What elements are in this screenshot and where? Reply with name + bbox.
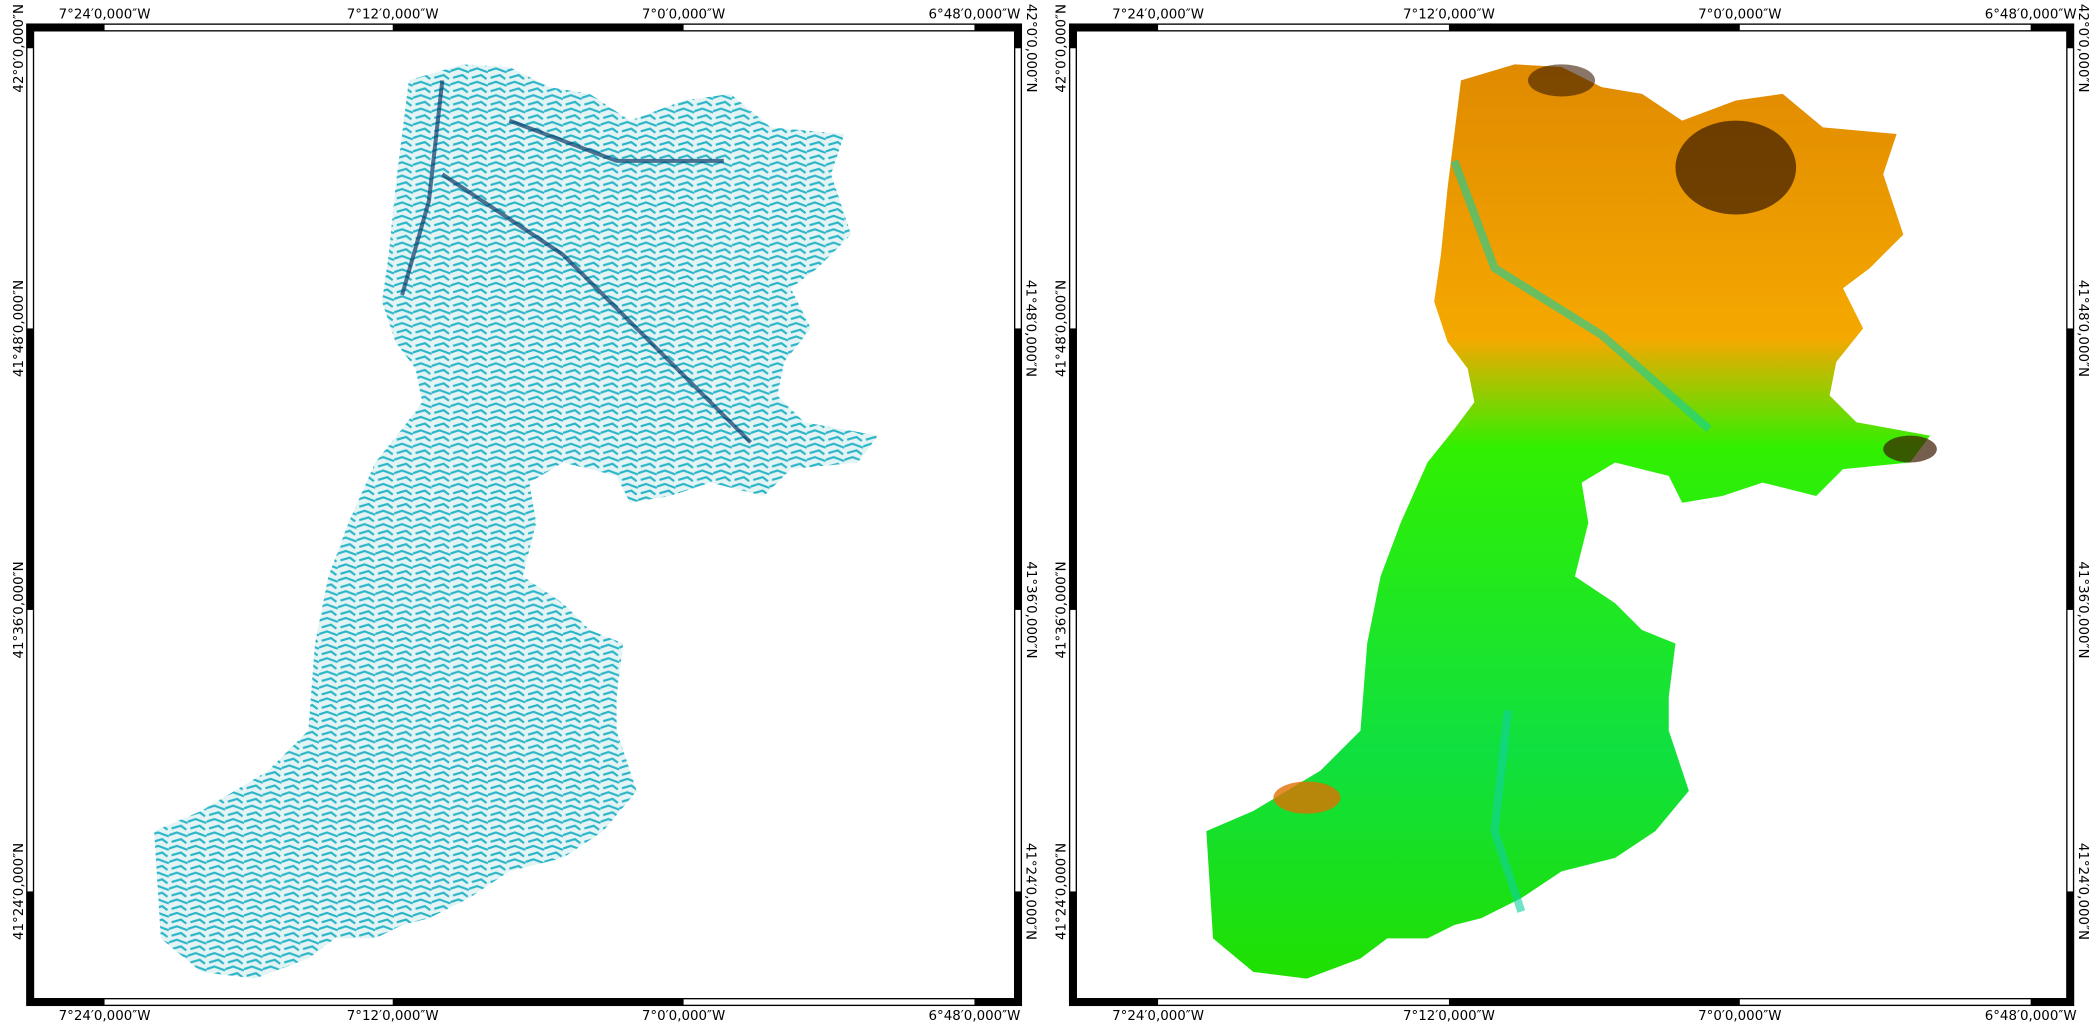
page: 7°24′0,000″W 7°24′0,000″W 7°12′0,000″W 7°12…	[0, 0, 2095, 1022]
border-segment	[27, 999, 105, 1006]
latitude-label: 41°48′0,000″N	[2075, 280, 2090, 377]
longitude-label: 7°12′0,000″W	[347, 1009, 439, 1022]
border-segment	[1449, 999, 1740, 1006]
border-segment	[1070, 891, 1077, 1005]
peak	[1675, 121, 1796, 215]
border-segment	[1070, 24, 1077, 48]
latitude-label: 41°48′0,000″N	[1055, 280, 1070, 377]
latitude-label: 42°0′0,000″N	[1023, 4, 1038, 93]
border-segment	[27, 24, 105, 31]
border-segment	[1070, 328, 1077, 610]
longitude-label: 7°12′0,000″W	[1403, 1009, 1495, 1022]
peak	[1883, 436, 1937, 463]
high-ground	[1273, 782, 1340, 814]
elevation-raster	[1206, 64, 1930, 978]
border-segment	[1015, 24, 1022, 48]
border-segment	[974, 999, 1021, 1006]
longitude-label: 7°0′0,000″W	[642, 1009, 725, 1022]
longitude-label: 7°24′0,000″W	[59, 8, 151, 23]
border-segment	[1015, 891, 1022, 1005]
border-segment	[2067, 891, 2074, 1005]
border-segment	[2067, 328, 2074, 610]
border-segment	[27, 328, 34, 610]
latitude-label: 42°0′0,000″N	[2075, 4, 2090, 93]
border-segment	[974, 24, 1021, 31]
peak	[1528, 64, 1595, 96]
longitude-label: 6°48′0,000″W	[1985, 8, 2077, 23]
border-segment	[27, 891, 34, 1005]
latitude-label: 41°48′0,000″N	[1023, 280, 1038, 377]
map-left	[154, 64, 878, 978]
border-segment	[393, 999, 684, 1006]
longitude-label: 7°0′0,000″W	[1698, 8, 1781, 23]
longitude-label: 7°12′0,000″W	[347, 8, 439, 23]
latitude-label: 41°48′0,000″N	[12, 280, 27, 377]
longitude-label: 7°24′0,000″W	[1112, 1009, 1204, 1022]
latitude-label: 41°36′0,000″N	[2075, 561, 2090, 658]
latitude-label: 41°24′0,000″N	[1023, 843, 1038, 940]
border-segment	[1015, 328, 1022, 610]
latitude-label: 42°0′0,000″N	[12, 4, 27, 93]
slope-raster	[154, 64, 878, 978]
latitude-label: 41°24′0,000″N	[2075, 843, 2090, 940]
border-segment	[393, 24, 684, 31]
latitude-label: 42°0′0,000″N	[1055, 4, 1070, 93]
border-segment	[1070, 999, 1158, 1006]
longitude-label: 7°0′0,000″W	[1698, 1009, 1781, 1022]
border-segment	[1449, 24, 1740, 31]
map-right	[1206, 64, 1937, 978]
latitude-label: 41°24′0,000″N	[1055, 843, 1070, 940]
latitude-label: 41°36′0,000″N	[1023, 561, 1038, 658]
longitude-label: 7°24′0,000″W	[1112, 8, 1204, 23]
border-segment	[2067, 24, 2074, 48]
border-segment	[1070, 24, 1158, 31]
latitude-label: 41°36′0,000″N	[1055, 561, 1070, 658]
border-segment	[27, 24, 34, 48]
longitude-label: 7°12′0,000″W	[1403, 8, 1495, 23]
longitude-label: 6°48′0,000″W	[1985, 1009, 2077, 1022]
longitude-label: 7°24′0,000″W	[59, 1009, 151, 1022]
latitude-label: 41°36′0,000″N	[12, 561, 27, 658]
longitude-label: 7°0′0,000″W	[642, 8, 725, 23]
longitude-label: 6°48′0,000″W	[929, 1009, 1021, 1022]
map-layout: 7°24′0,000″W 7°24′0,000″W 7°12′0,000″W 7°12…	[0, 0, 2095, 1022]
latitude-label: 41°24′0,000″N	[12, 843, 27, 940]
longitude-label: 6°48′0,000″W	[929, 8, 1021, 23]
